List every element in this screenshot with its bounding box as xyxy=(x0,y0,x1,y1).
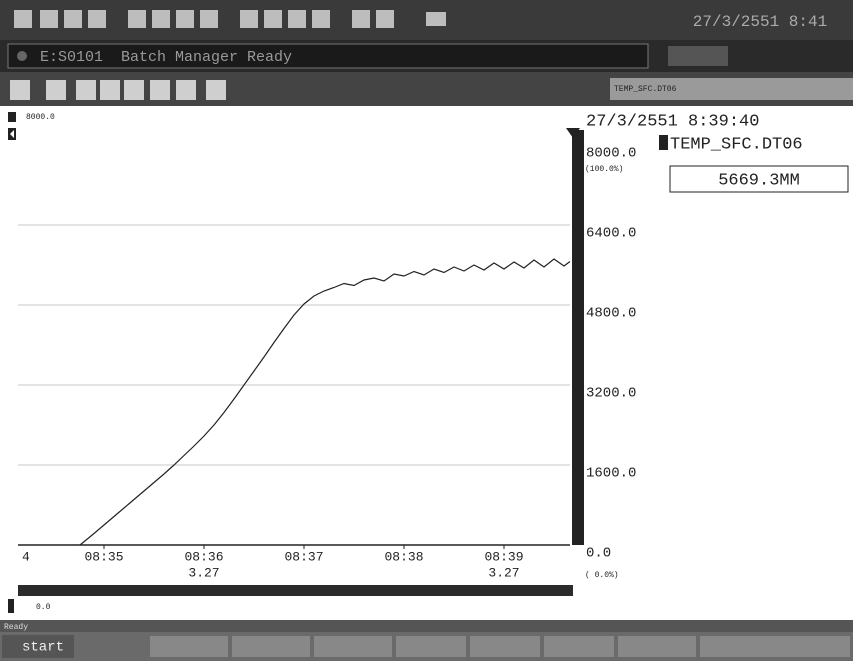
tray xyxy=(700,636,850,657)
icon[interactable] xyxy=(40,10,58,28)
icons[interactable] xyxy=(668,46,728,66)
scale-marker xyxy=(8,599,14,613)
icon[interactable] xyxy=(76,80,96,100)
icon[interactable] xyxy=(124,80,144,100)
task[interactable] xyxy=(544,636,614,657)
date-label: 3.27 xyxy=(188,565,219,580)
y-tick-label: 4800.0 xyxy=(586,306,636,322)
scroll-left[interactable] xyxy=(8,128,16,140)
icon[interactable] xyxy=(176,80,196,100)
status-text: Ready xyxy=(4,623,28,632)
plot: 8000.0 6400.0 4800.0 3200.0 1600.0 0.0 4 08:35 0… xyxy=(18,146,636,581)
icon[interactable] xyxy=(100,80,120,100)
x-tick-label: 08:36 xyxy=(184,549,223,564)
x-tick-label: 4 xyxy=(22,549,30,564)
icon[interactable] xyxy=(176,10,194,28)
icon[interactable] xyxy=(88,10,106,28)
task[interactable] xyxy=(150,636,228,657)
start-label: start xyxy=(22,640,64,656)
left-scale-top: 8000.0 xyxy=(26,113,55,122)
x-tick-label: 08:35 xyxy=(84,549,123,564)
task[interactable] xyxy=(470,636,540,657)
cursor-datetime: 27/3/2551 8:39:40 xyxy=(586,112,759,131)
icon[interactable] xyxy=(46,80,66,100)
date-label: 3.27 xyxy=(488,565,519,580)
icon[interactable] xyxy=(352,10,370,28)
y-tick-label: 1600.0 xyxy=(586,466,636,482)
x-tick-label: 08:39 xyxy=(484,549,523,564)
icon[interactable] xyxy=(64,10,82,28)
y-tick-label: 0.0 xyxy=(586,546,611,562)
vertical-scrollbar[interactable] xyxy=(572,130,584,545)
trend-line xyxy=(80,259,570,545)
task[interactable] xyxy=(396,636,466,657)
tag-tab-label: TEMP_SFC.DT06 xyxy=(614,85,677,94)
screen: 27/3/2551 8:41 E:S0101 Batch Manager Rea… xyxy=(0,0,853,661)
percent-bottom: ( 0.0%) xyxy=(585,571,619,580)
x-tick-label: 08:37 xyxy=(284,549,323,564)
clock: 27/3/2551 8:41 xyxy=(693,13,827,31)
cursor-value: 5669.3MM xyxy=(718,171,800,190)
icon[interactable] xyxy=(152,10,170,28)
status-led xyxy=(17,51,27,61)
icon[interactable] xyxy=(240,10,258,28)
status-strip xyxy=(0,620,853,632)
y-tick-label: 3200.0 xyxy=(586,386,636,402)
y-tick-label: 6400.0 xyxy=(586,226,636,242)
percent-top: (100.0%) xyxy=(585,165,623,174)
y-tick-label: 8000.0 xyxy=(586,146,636,162)
icon[interactable] xyxy=(288,10,306,28)
icon[interactable] xyxy=(128,10,146,28)
left-scale-bottom: 0.0 xyxy=(36,603,51,612)
horizontal-scrollbar[interactable] xyxy=(18,585,573,596)
cursor-tag: TEMP_SFC.DT06 xyxy=(670,135,803,154)
task[interactable] xyxy=(314,636,392,657)
icon[interactable] xyxy=(14,10,32,28)
icon[interactable] xyxy=(312,10,330,28)
scale-marker xyxy=(8,112,16,122)
task[interactable] xyxy=(618,636,696,657)
icon[interactable] xyxy=(206,80,226,100)
icon[interactable] xyxy=(376,10,394,28)
icon[interactable] xyxy=(200,10,218,28)
task[interactable] xyxy=(232,636,310,657)
icon[interactable] xyxy=(10,80,30,100)
task-buttons xyxy=(150,636,850,657)
icon[interactable] xyxy=(150,80,170,100)
icon[interactable] xyxy=(264,10,282,28)
x-tick-label: 08:38 xyxy=(384,549,423,564)
tag-marker xyxy=(659,135,668,150)
status-message: E:S0101 Batch Manager Ready xyxy=(40,49,292,66)
icon[interactable] xyxy=(426,12,446,26)
page: 27/3/2551 8:41 E:S0101 Batch Manager Rea… xyxy=(0,0,853,661)
